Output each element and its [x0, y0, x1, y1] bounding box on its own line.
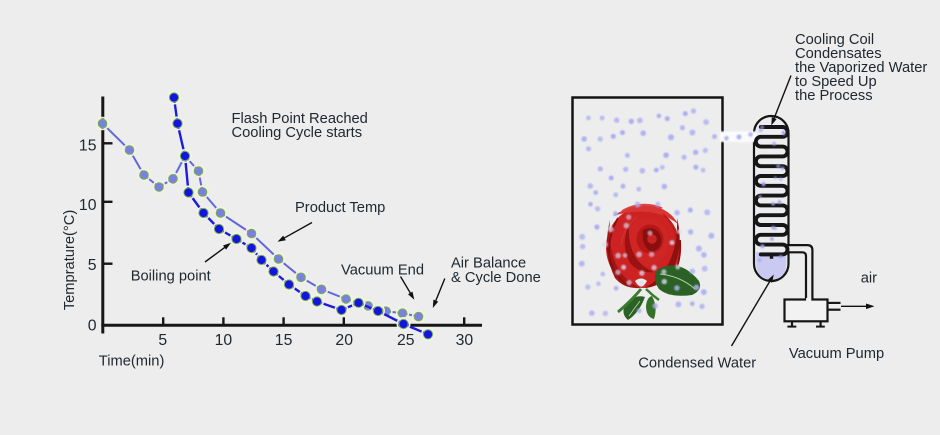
svg-text:Cooling Cycle starts: Cooling Cycle starts	[232, 125, 363, 141]
svg-text:5: 5	[158, 332, 167, 349]
svg-text:Flash Point Reached: Flash Point Reached	[232, 111, 368, 127]
svg-text:Condensed Water: Condensed Water	[638, 356, 756, 372]
svg-text:15: 15	[79, 137, 97, 154]
svg-text:Vacuum End: Vacuum End	[341, 263, 424, 279]
svg-text:the Process: the Process	[795, 88, 873, 104]
svg-text:Cooling Coil: Cooling Coil	[795, 32, 874, 48]
svg-text:& Cycle Done: & Cycle Done	[451, 270, 541, 286]
svg-text:Temprature(°C): Temprature(°C)	[62, 210, 78, 311]
svg-text:Time(min): Time(min)	[99, 354, 165, 370]
svg-text:25: 25	[397, 332, 415, 349]
svg-text:Air Balance: Air Balance	[451, 256, 526, 272]
svg-text:Product Temp: Product Temp	[295, 200, 385, 216]
svg-text:air: air	[861, 271, 877, 287]
svg-text:the Vaporized Water: the Vaporized Water	[795, 60, 927, 76]
svg-text:Condensates: Condensates	[795, 46, 882, 62]
svg-text:30: 30	[456, 332, 474, 349]
svg-text:5: 5	[88, 257, 97, 274]
svg-text:10: 10	[79, 197, 97, 214]
svg-text:Vacuum Pump: Vacuum Pump	[789, 346, 884, 362]
svg-text:20: 20	[335, 332, 353, 349]
svg-text:Boiling point: Boiling point	[131, 269, 211, 285]
svg-text:15: 15	[275, 332, 293, 349]
svg-text:to Speed Up: to Speed Up	[795, 74, 877, 90]
svg-text:0: 0	[88, 318, 97, 335]
svg-text:10: 10	[215, 332, 233, 349]
